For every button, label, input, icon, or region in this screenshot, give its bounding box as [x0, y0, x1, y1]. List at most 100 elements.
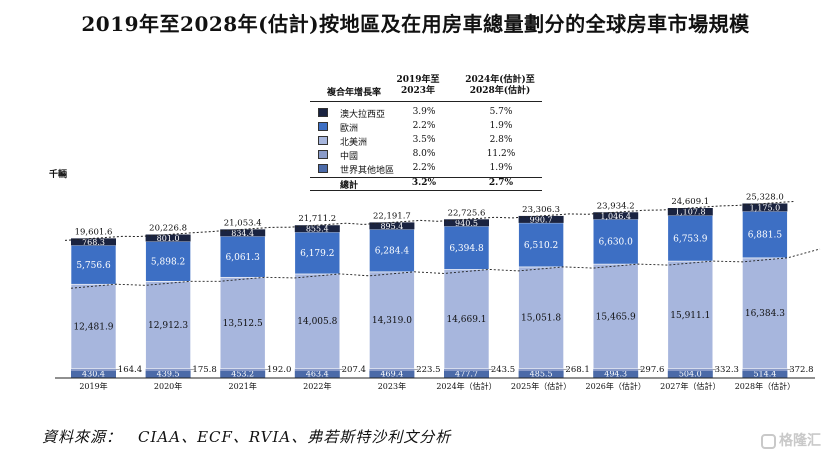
data-label-total: 20,226.8	[149, 224, 187, 234]
data-label-total: 21,711.2	[298, 214, 336, 224]
data-label-total: 23,306.3	[522, 205, 560, 215]
bar-segment-rest-of-world	[518, 371, 564, 378]
china-label-leader	[488, 368, 494, 371]
data-label-rest-of-world: 463.4	[306, 370, 329, 379]
bar-segment-rest-of-world	[742, 371, 788, 378]
data-label-australasia: 895.4	[380, 222, 403, 231]
x-tick-label: 2021年	[229, 381, 257, 391]
data-label-australasia: 855.4	[306, 225, 329, 234]
data-label-total: 24,609.1	[671, 197, 709, 207]
data-label-china: 175.8	[192, 365, 216, 375]
china-label-leader	[712, 368, 717, 371]
watermark-logo-icon	[761, 433, 776, 449]
x-tick-label: 2026年（估計）	[586, 381, 646, 391]
bar-segment-north-america	[369, 271, 415, 369]
china-label-leader	[638, 368, 643, 371]
data-label-china: 332.3	[715, 365, 739, 375]
data-label-australasia: 1,107.8	[675, 208, 706, 217]
bar-segment-europe	[70, 245, 117, 285]
bar-segment-china	[294, 368, 340, 371]
bar-segment-australasia	[145, 234, 191, 242]
bar-segment-china	[518, 368, 564, 371]
x-tick-label: 2019年	[79, 381, 107, 391]
data-label-rest-of-world: 430.4	[82, 370, 105, 379]
data-label-rest-of-world: 504.0	[679, 370, 702, 379]
data-label-china: 207.4	[342, 365, 366, 375]
bar-segment-china	[444, 368, 489, 371]
bar-segment-australasia	[742, 203, 788, 212]
data-label-china: 243.5	[491, 365, 515, 375]
data-label-europe: 5,898.2	[151, 257, 185, 267]
data-label-north-america: 15,911.1	[670, 311, 710, 321]
data-label-north-america: 15,465.9	[596, 312, 636, 322]
data-label-total: 23,934.2	[597, 201, 635, 211]
china-label-leader	[563, 368, 568, 371]
data-label-europe: 6,630.0	[599, 238, 634, 248]
data-label-rest-of-world: 477.7	[455, 370, 478, 379]
bar-segment-china	[71, 368, 116, 371]
x-tick-label: 2027年（估計）	[660, 381, 720, 391]
china-label-leader	[787, 368, 792, 371]
data-label-rest-of-world: 494.3	[604, 370, 627, 379]
data-label-europe: 6,284.4	[375, 247, 410, 257]
source-note: 資料來源： CIAA、ECF、RVIA、弗若斯特沙利文分析	[42, 428, 452, 446]
bar-segment-rest-of-world	[294, 371, 340, 378]
data-label-europe: 6,061.3	[226, 253, 261, 263]
data-label-rest-of-world: 439.5	[157, 370, 180, 379]
chart-title: 2019年至2028年(估計)按地區及在用房車總量劃分的全球房車市場規模	[81, 12, 750, 36]
north-america-trend-dotted-line	[70, 248, 821, 289]
x-tick-label: 2022年	[303, 381, 331, 391]
data-label-north-america: 14,319.0	[372, 316, 412, 326]
data-label-north-america: 13,512.5	[223, 319, 263, 329]
data-label-australasia: 940.5	[455, 219, 478, 228]
data-label-australasia: 768.3	[82, 238, 105, 247]
bar-segment-china	[220, 368, 266, 371]
data-label-china: 372.8	[789, 365, 813, 375]
total-trend-dotted-line	[64, 200, 794, 241]
data-label-australasia: 1,046.4	[600, 212, 631, 221]
watermark-text: 格隆汇	[779, 433, 821, 449]
y-axis-unit-label: 千輛	[49, 170, 68, 180]
data-label-north-america: 12,481.9	[73, 322, 113, 332]
x-tick-label: 2020年	[154, 381, 182, 391]
bar-segment-north-america	[592, 263, 639, 369]
bar-segment-north-america	[294, 273, 341, 369]
bar-segment-australasia	[369, 222, 415, 230]
data-label-rest-of-world: 469.4	[380, 370, 403, 379]
data-label-europe: 6,510.2	[524, 241, 558, 251]
bar-segment-europe	[742, 211, 788, 259]
bar-segment-north-america	[518, 266, 564, 369]
data-label-total: 19,601.6	[75, 227, 113, 237]
data-label-china: 297.6	[640, 365, 664, 375]
data-label-north-america: 15,051.8	[521, 314, 561, 324]
bar-segment-china	[667, 368, 713, 371]
data-label-europe: 6,179.2	[300, 249, 334, 259]
data-label-europe: 5,756.6	[76, 261, 111, 271]
bar-segment-europe	[592, 219, 639, 265]
watermark: 格隆汇	[761, 430, 821, 450]
bar-segment-europe	[145, 241, 191, 282]
bar-segment-china	[369, 368, 415, 371]
bar-segment-australasia	[518, 215, 564, 223]
bar-segment-north-america	[145, 281, 191, 369]
data-label-rest-of-world: 514.4	[753, 370, 776, 379]
data-label-europe: 6,753.9	[673, 234, 708, 244]
china-label-leader	[339, 368, 344, 371]
bar-segment-australasia	[220, 229, 266, 237]
data-label-total: 21,053.4	[224, 218, 262, 228]
china-label-leader	[265, 368, 270, 371]
data-label-china: 268.1	[565, 365, 589, 375]
data-label-north-america: 14,669.1	[446, 315, 486, 325]
data-label-australasia: 801.0	[157, 234, 180, 243]
data-label-australasia: 834.4	[231, 229, 254, 238]
bar-segment-north-america	[443, 269, 490, 369]
data-label-europe: 6,881.5	[748, 231, 783, 241]
data-label-rest-of-world: 453.2	[231, 370, 254, 379]
bar-segment-rest-of-world	[145, 371, 191, 378]
bar-segment-north-america	[70, 283, 117, 369]
bar-segment-china	[593, 368, 639, 371]
data-label-australasia: 1,175.0	[750, 203, 781, 212]
bar-segment-australasia	[593, 212, 639, 220]
data-label-north-america: 16,384.3	[745, 309, 785, 319]
